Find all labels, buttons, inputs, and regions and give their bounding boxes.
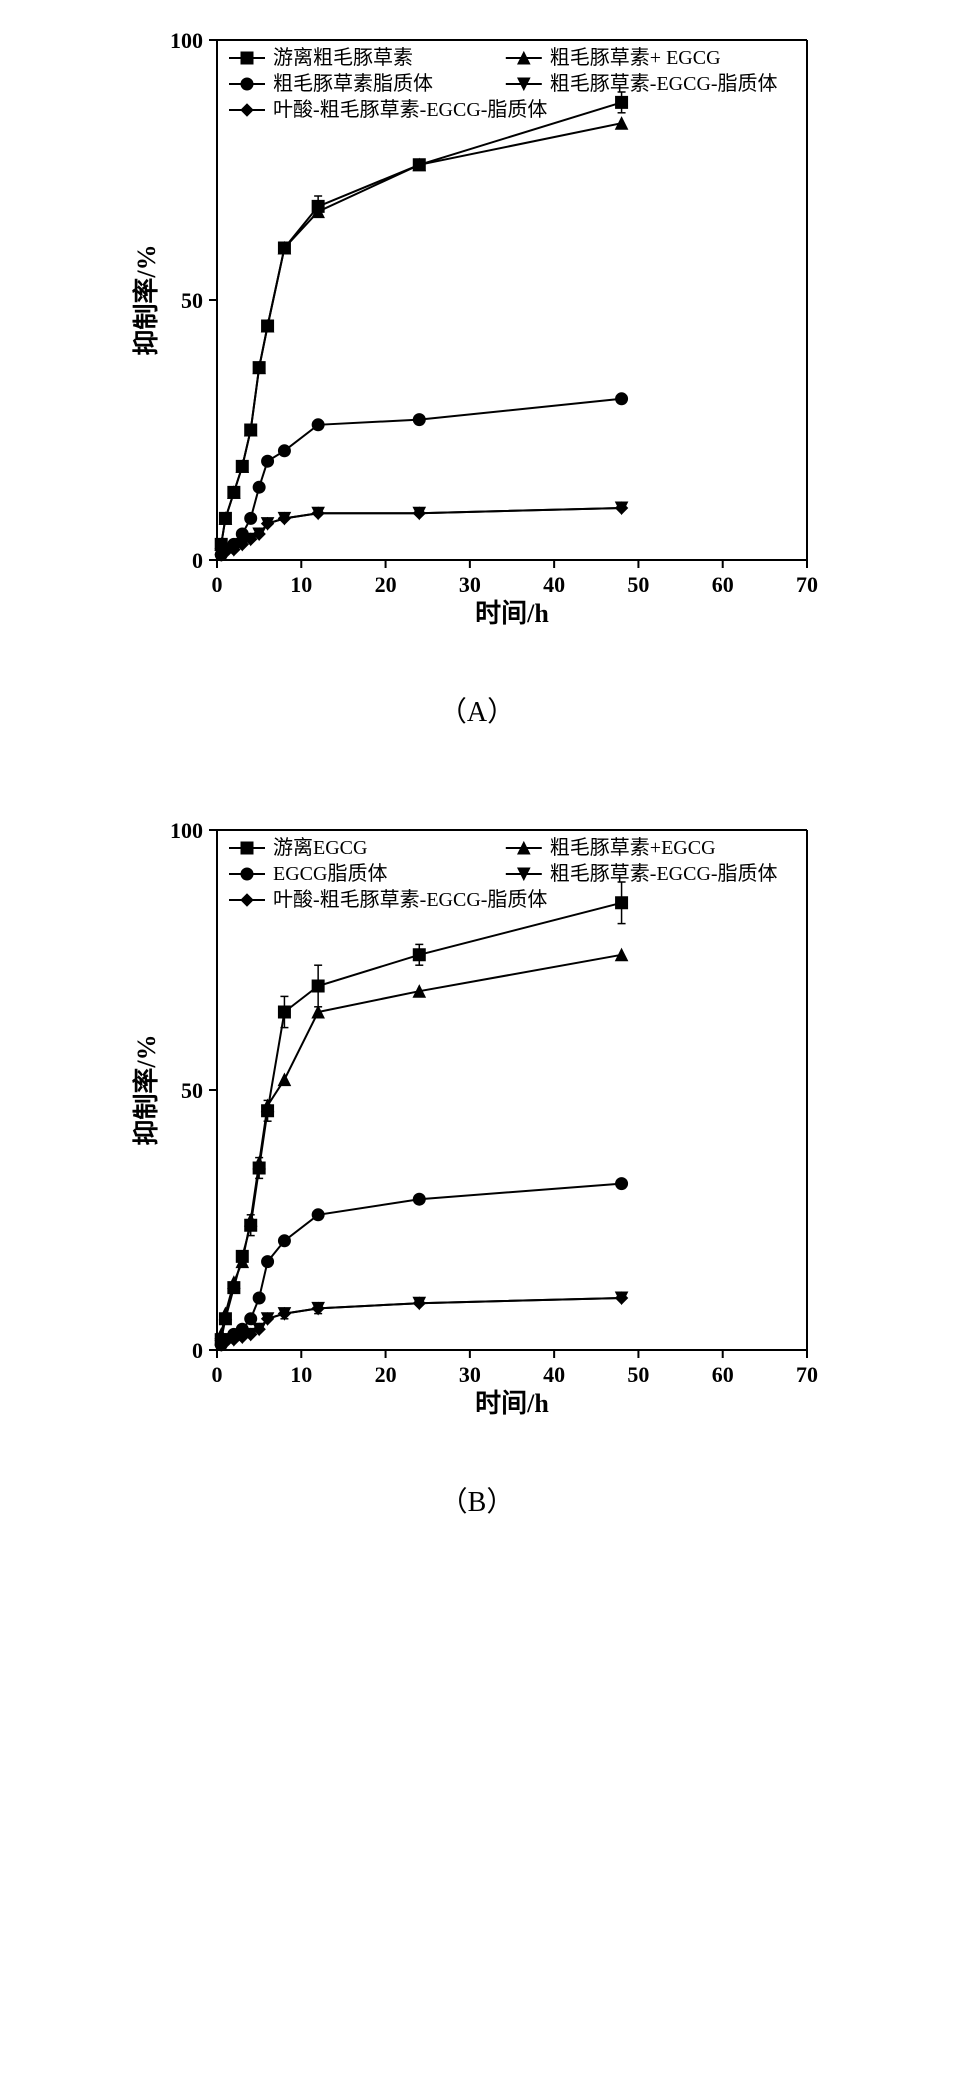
svg-text:0: 0 xyxy=(212,572,223,597)
svg-text:50: 50 xyxy=(627,572,649,597)
svg-text:50: 50 xyxy=(627,1362,649,1387)
svg-text:10: 10 xyxy=(290,572,312,597)
svg-text:50: 50 xyxy=(181,1078,203,1103)
panel-b-label: （B） xyxy=(127,1480,827,1520)
svg-text:时间/h: 时间/h xyxy=(475,1389,549,1418)
svg-text:60: 60 xyxy=(712,1362,734,1387)
svg-text:叶酸-粗毛豚草素-EGCG-脂质体: 叶酸-粗毛豚草素-EGCG-脂质体 xyxy=(273,98,547,121)
svg-text:0: 0 xyxy=(212,1362,223,1387)
svg-text:粗毛豚草素脂质体: 粗毛豚草素脂质体 xyxy=(273,72,433,95)
svg-text:40: 40 xyxy=(543,572,565,597)
svg-text:0: 0 xyxy=(192,548,203,573)
svg-text:100: 100 xyxy=(170,28,203,53)
chart-b-container: 0 10 20 30 40 50 60 70 0 50 100 时间/h 抑制率/% 游离EGCG 粗毛豚草… xyxy=(127,810,827,1520)
svg-text:叶酸-粗毛豚草素-EGCG-脂质体: 叶酸-粗毛豚草素-EGCG-脂质体 xyxy=(273,888,547,911)
svg-text:60: 60 xyxy=(712,572,734,597)
svg-text:20: 20 xyxy=(375,1362,397,1387)
svg-text:70: 70 xyxy=(796,1362,818,1387)
svg-text:70: 70 xyxy=(796,572,818,597)
chart-a-svg: 010203040506070050100时间/h抑制率/%游离粗毛豚草素粗毛豚… xyxy=(127,20,827,640)
svg-text:40: 40 xyxy=(543,1362,565,1387)
svg-text:30: 30 xyxy=(459,1362,481,1387)
panel-a-label: （A） xyxy=(127,690,827,730)
chart-a-container: 010203040506070050100时间/h抑制率/%游离粗毛豚草素粗毛豚… xyxy=(127,20,827,730)
svg-text:粗毛豚草素+ EGCG: 粗毛豚草素+ EGCG xyxy=(550,46,721,69)
svg-text:0: 0 xyxy=(192,1338,203,1363)
svg-text:30: 30 xyxy=(459,572,481,597)
svg-text:粗毛豚草素-EGCG-脂质体: 粗毛豚草素-EGCG-脂质体 xyxy=(550,72,778,95)
svg-text:EGCG脂质体: EGCG脂质体 xyxy=(273,862,387,885)
svg-text:抑制率/%: 抑制率/% xyxy=(131,244,161,355)
svg-text:100: 100 xyxy=(170,818,203,843)
svg-text:游离粗毛豚草素: 游离粗毛豚草素 xyxy=(273,46,413,69)
chart-b-svg: 0 10 20 30 40 50 60 70 0 50 100 时间/h 抑制率/% 游离EGCG 粗毛豚草… xyxy=(127,810,827,1430)
svg-text:抑制率/%: 抑制率/% xyxy=(131,1034,161,1145)
svg-text:20: 20 xyxy=(375,572,397,597)
svg-text:游离EGCG: 游离EGCG xyxy=(273,836,367,859)
svg-text:50: 50 xyxy=(181,288,203,313)
svg-text:粗毛豚草素-EGCG-脂质体: 粗毛豚草素-EGCG-脂质体 xyxy=(550,862,778,885)
svg-text:时间/h: 时间/h xyxy=(475,599,549,628)
svg-text:10: 10 xyxy=(290,1362,312,1387)
svg-text:粗毛豚草素+EGCG: 粗毛豚草素+EGCG xyxy=(550,836,716,859)
